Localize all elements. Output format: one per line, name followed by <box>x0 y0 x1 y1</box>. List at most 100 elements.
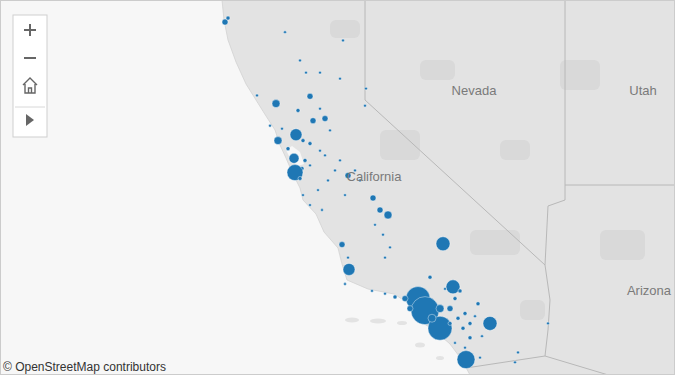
land-patch <box>470 230 520 255</box>
bubble[interactable] <box>402 296 408 302</box>
bubble[interactable] <box>299 59 302 62</box>
bubble[interactable] <box>305 71 308 74</box>
bubble[interactable] <box>481 335 484 338</box>
bubble[interactable] <box>307 93 313 99</box>
bubble[interactable] <box>428 275 432 279</box>
bubble[interactable] <box>302 194 305 197</box>
toolbar-toggle[interactable] <box>26 114 34 126</box>
bubble[interactable] <box>317 189 320 192</box>
bubble[interactable] <box>319 107 322 110</box>
bubble[interactable] <box>319 149 322 152</box>
bubble[interactable] <box>289 153 299 163</box>
land-patch <box>600 230 645 260</box>
bubble[interactable] <box>436 305 444 313</box>
bubble[interactable] <box>281 127 284 130</box>
bubble[interactable] <box>468 321 472 325</box>
bubble[interactable] <box>309 204 312 207</box>
state-border <box>565 0 675 185</box>
bubble[interactable] <box>411 297 439 325</box>
bubble[interactable] <box>448 321 452 325</box>
bubble[interactable] <box>272 100 280 108</box>
bubble[interactable] <box>547 322 550 325</box>
bubble[interactable] <box>347 256 350 259</box>
state-border <box>466 356 675 375</box>
zoom-in[interactable] <box>24 24 36 36</box>
bubble[interactable] <box>309 164 312 167</box>
bubble[interactable] <box>287 165 303 181</box>
bubble[interactable] <box>274 137 282 145</box>
bubble[interactable] <box>407 306 413 312</box>
bubble[interactable] <box>322 116 328 122</box>
bubble[interactable] <box>371 289 374 292</box>
bubble[interactable] <box>296 108 300 112</box>
bubble[interactable] <box>483 316 497 330</box>
bubble[interactable] <box>370 195 376 201</box>
bubble[interactable] <box>342 39 345 42</box>
bubble[interactable] <box>517 351 520 354</box>
bubble[interactable] <box>514 361 517 364</box>
bubble[interactable] <box>384 211 392 219</box>
bubble[interactable] <box>329 129 332 132</box>
map: NevadaCaliforniaUtahArizona© OpenStreetM… <box>0 0 675 375</box>
bubble[interactable] <box>393 295 397 299</box>
bubble[interactable] <box>284 31 287 34</box>
zoom-out[interactable] <box>24 57 36 59</box>
bubble[interactable] <box>303 158 307 162</box>
bubble[interactable] <box>310 118 316 124</box>
bubble[interactable] <box>464 346 467 349</box>
bubble[interactable] <box>377 207 383 213</box>
bubble[interactable] <box>298 176 302 180</box>
bubble[interactable] <box>468 336 472 340</box>
home[interactable] <box>23 78 37 93</box>
bubble[interactable] <box>456 316 460 320</box>
bubble[interactable] <box>458 289 462 293</box>
bubble[interactable] <box>461 326 465 330</box>
bubble[interactable] <box>428 314 436 322</box>
bubble[interactable] <box>384 256 387 259</box>
bubble[interactable] <box>436 237 450 251</box>
separator <box>15 107 45 108</box>
bubble[interactable] <box>339 159 342 162</box>
land-patch <box>420 60 455 80</box>
bubble[interactable] <box>256 94 259 97</box>
bubble[interactable] <box>339 242 345 248</box>
bubble[interactable] <box>457 351 475 369</box>
bubble[interactable] <box>454 342 457 345</box>
basemap <box>0 0 675 375</box>
bay <box>286 146 304 166</box>
bubble[interactable] <box>446 280 460 294</box>
bubble[interactable] <box>334 169 337 172</box>
bubble[interactable] <box>364 104 367 107</box>
bubble[interactable] <box>269 124 272 127</box>
bubble[interactable] <box>290 129 302 141</box>
island <box>397 321 407 325</box>
land <box>222 0 675 375</box>
bubble[interactable] <box>479 356 482 359</box>
bubble[interactable] <box>453 297 457 301</box>
bubble[interactable] <box>343 263 355 275</box>
bubble[interactable] <box>463 311 467 315</box>
bubble[interactable] <box>474 315 477 318</box>
bubble[interactable] <box>447 306 453 312</box>
bubble[interactable] <box>308 142 312 146</box>
bubble[interactable] <box>344 283 347 286</box>
bubble[interactable] <box>226 16 230 20</box>
bubble[interactable] <box>374 223 377 226</box>
bubble[interactable] <box>286 147 290 151</box>
state-border <box>545 185 565 265</box>
bubble[interactable] <box>319 71 322 74</box>
bubble[interactable] <box>344 194 347 197</box>
attribution: © OpenStreetMap contributors <box>3 360 166 374</box>
bubble[interactable] <box>324 154 327 157</box>
island <box>436 356 444 360</box>
bubble[interactable] <box>444 287 447 290</box>
bubble[interactable] <box>339 77 342 80</box>
bubble[interactable] <box>301 139 305 143</box>
bubble[interactable] <box>389 246 392 249</box>
bubble[interactable] <box>384 292 387 295</box>
bubble[interactable] <box>382 233 385 236</box>
bubble[interactable] <box>321 209 324 212</box>
bubble[interactable] <box>365 87 368 90</box>
bubble[interactable] <box>476 302 480 306</box>
bubble[interactable] <box>327 179 330 182</box>
